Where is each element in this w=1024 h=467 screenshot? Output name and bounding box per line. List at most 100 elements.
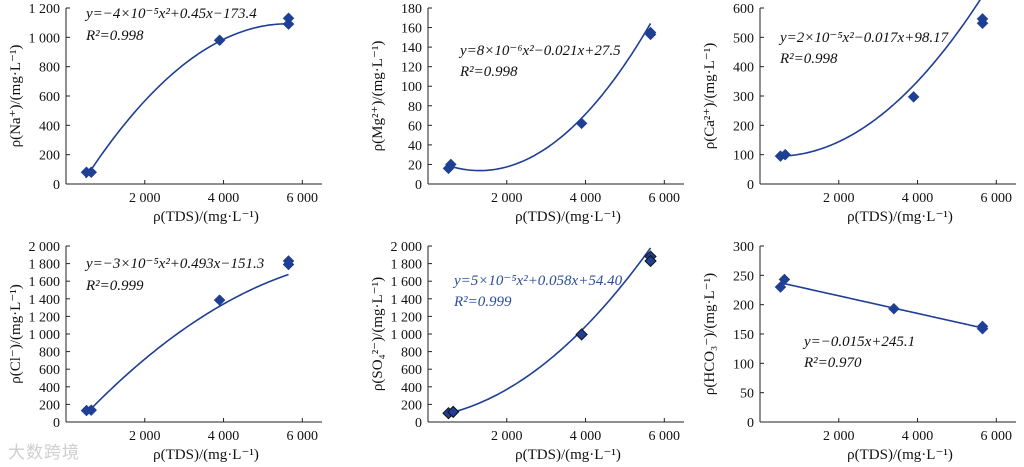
x-tick-label: 2 000 xyxy=(129,191,161,206)
data-point xyxy=(575,117,588,130)
data-point xyxy=(446,405,460,419)
y-tick-label: 100 xyxy=(733,149,754,164)
data-point xyxy=(282,258,295,271)
data-point xyxy=(774,281,787,293)
x-tick-label: 6 000 xyxy=(287,429,319,444)
x-axis-title: ρ(TDS)/(mg·L⁻¹) xyxy=(153,209,259,225)
y-tick-label: 200 xyxy=(401,398,422,413)
y-tick-label: 500 xyxy=(733,31,754,46)
y-tick-label: 100 xyxy=(401,80,422,95)
y-tick-label: 0 xyxy=(415,416,422,431)
x-tick-label: 6 000 xyxy=(649,191,681,206)
chart-panel-2: 0 20 40 60 80 100 120 140 160 180 2 000 4 000 6 000 ρ… xyxy=(370,2,684,225)
y-tick-label: 2 000 xyxy=(29,240,61,255)
x-axis-title: ρ(TDS)/(mg·L⁻¹) xyxy=(515,447,621,463)
fit-equation: y=−3×10⁻⁵x²+0.493x−151.3 xyxy=(84,256,264,272)
watermark: 大数跨境 xyxy=(8,443,80,463)
y-tick-label: 300 xyxy=(733,90,754,105)
y-tick-label: 400 xyxy=(39,381,60,396)
y-tick-label: 200 xyxy=(733,299,754,314)
y-tick-label: 40 xyxy=(408,139,422,154)
data-point xyxy=(282,18,295,30)
y-tick-label: 200 xyxy=(39,398,60,413)
x-tick-label: 4 000 xyxy=(208,191,240,206)
data-point xyxy=(888,302,900,315)
y-tick-label: 20 xyxy=(408,158,422,173)
y-tick-label: 1 600 xyxy=(391,275,423,290)
x-axis-title: ρ(TDS)/(mg·L⁻¹) xyxy=(515,209,621,225)
y-tick-label: 1 200 xyxy=(29,310,61,325)
y-tick-label: 1 200 xyxy=(391,310,423,325)
x-tick-label: 6 000 xyxy=(981,429,1013,444)
x-tick-label: 6 000 xyxy=(981,191,1013,206)
fit-r-squared: R²=0.998 xyxy=(459,64,518,80)
fit-r-squared: R²=0.998 xyxy=(85,28,144,44)
y-axis-title: ρ(HCO₃⁻)/(mg·L⁻¹) xyxy=(702,273,718,395)
y-axis-title: ρ(Ca²⁺)/(mg·L⁻¹) xyxy=(702,43,718,149)
data-point xyxy=(85,166,98,179)
fit-r-squared: R²=0.999 xyxy=(85,278,144,294)
y-tick-label: 1 800 xyxy=(29,258,61,273)
x-tick-label: 2 000 xyxy=(491,191,523,206)
y-tick-label: 60 xyxy=(408,119,422,134)
x-tick-label: 4 000 xyxy=(902,429,934,444)
y-tick-label: 800 xyxy=(39,61,60,76)
x-tick-label: 2 000 xyxy=(491,429,523,444)
y-tick-label: 150 xyxy=(733,328,754,343)
y-tick-label: 400 xyxy=(39,119,60,134)
data-point xyxy=(575,328,588,341)
data-point xyxy=(644,28,657,41)
x-tick-label: 4 000 xyxy=(570,191,602,206)
fit-equation: y=2×10⁻⁵x²−0.017x+98.17 xyxy=(778,30,950,46)
y-tick-label: 80 xyxy=(408,100,422,115)
chart-panel-4: 0 200 400 600 800 1 000 1 200 1 400 1 600 1 800 2 … xyxy=(8,240,322,463)
chart-panel-3: 0 100 200 300 400 500 600 2 000 4 000 6 000 ρ(TDS)… xyxy=(702,0,1016,225)
data-point xyxy=(976,322,989,335)
y-tick-label: 0 xyxy=(415,178,422,193)
y-tick-label: 600 xyxy=(401,363,422,378)
data-point xyxy=(444,158,457,171)
y-tick-label: 400 xyxy=(733,61,754,76)
chart-panel-6: 0 50 100 150 200 250 300 2 000 4 000 6 000 ρ(TDS)/… xyxy=(702,240,1016,463)
fit-curve xyxy=(447,23,652,172)
fit-curve xyxy=(85,23,291,179)
y-axis-title: ρ(Mg²⁺)/(mg·L⁻¹) xyxy=(370,41,386,152)
y-tick-label: 600 xyxy=(39,90,60,105)
y-tick-label: 100 xyxy=(733,357,754,372)
data-point xyxy=(907,91,920,103)
data-point xyxy=(976,17,989,30)
fit-equation: y=−4×10⁻⁵x²+0.45x−173.4 xyxy=(84,6,257,22)
y-tick-label: 600 xyxy=(733,2,754,17)
y-tick-label: 800 xyxy=(39,346,60,361)
data-point xyxy=(779,148,792,161)
y-tick-label: 400 xyxy=(401,381,422,396)
y-axis-title: ρ(Na⁺)/(mg·L⁻¹) xyxy=(8,45,24,148)
fit-equation: y=8×10⁻⁶x²−0.021x+27.5 xyxy=(458,43,621,59)
x-axis-title: ρ(TDS)/(mg·L⁻¹) xyxy=(153,447,259,463)
fit-curve xyxy=(85,273,289,415)
x-axis-title: ρ(TDS)/(mg·L⁻¹) xyxy=(847,209,953,225)
data-point xyxy=(213,294,226,306)
y-tick-label: 200 xyxy=(733,119,754,134)
fit-curve xyxy=(779,0,981,158)
y-tick-label: 160 xyxy=(401,22,422,37)
y-tick-label: 200 xyxy=(39,149,60,164)
x-tick-label: 2 000 xyxy=(823,429,855,444)
y-tick-label: 1 400 xyxy=(391,293,423,308)
fit-equation: y=5×10⁻⁵x²+0.058x+54.40 xyxy=(452,273,623,289)
x-tick-label: 2 000 xyxy=(823,191,855,206)
x-tick-label: 4 000 xyxy=(208,429,240,444)
y-tick-label: 1 600 xyxy=(29,275,61,290)
y-tick-label: 0 xyxy=(53,178,60,193)
data-point xyxy=(85,404,98,416)
y-tick-label: 1 000 xyxy=(29,328,61,343)
x-axis-title: ρ(TDS)/(mg·L⁻¹) xyxy=(847,447,953,463)
data-point xyxy=(778,273,791,286)
fit-r-squared: R²=0.999 xyxy=(453,294,512,310)
y-tick-label: 140 xyxy=(401,41,422,56)
y-tick-label: 250 xyxy=(733,269,754,284)
fit-r-squared: R²=0.970 xyxy=(803,355,862,371)
y-tick-label: 2 000 xyxy=(391,240,423,255)
y-tick-label: 0 xyxy=(747,178,754,193)
